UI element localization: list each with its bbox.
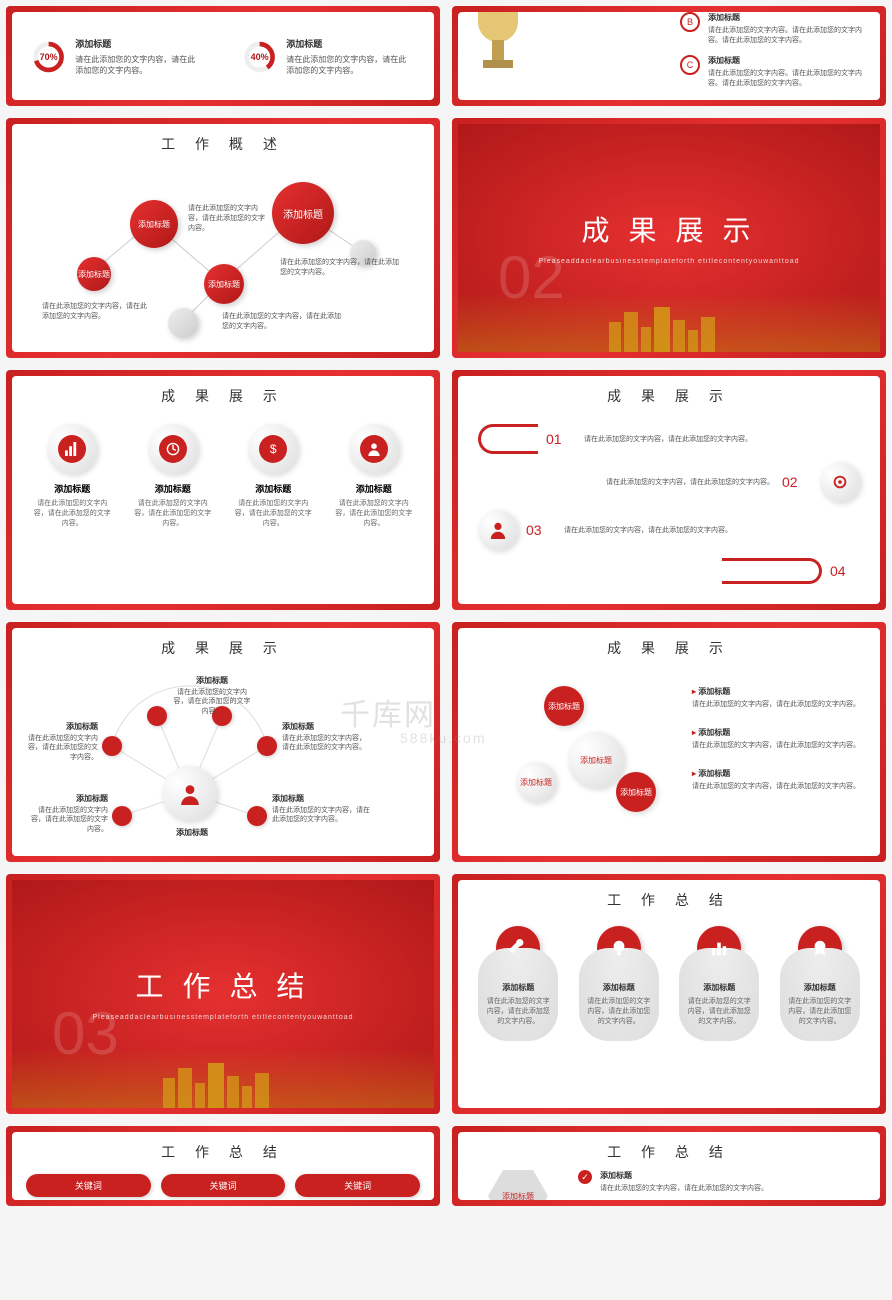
node-1 [102, 736, 122, 756]
bubble-3: 添加标题 [204, 264, 244, 304]
clock-icon [159, 435, 187, 463]
radial-center [162, 766, 217, 821]
cb-3: 添加标题 [616, 772, 656, 812]
donut-desc-1: 请在此添加您的文字内容，请在此添加您的文字内容。 [75, 54, 203, 76]
icon-col-1: 添加标题 请在此添加您的文字内容，请在此添加您的文字内容。 [32, 424, 112, 528]
slide-overview: 工 作 概 述 添加标题 添加标题 添加标题 添加标题 请在此添加您的文字内容，… [6, 118, 440, 358]
donut-title-2: 添加标题 [286, 38, 414, 51]
rlist-2: 添加标题请在此添加您的文字内容，请在此添加您的文字内容。 [692, 727, 860, 750]
section-sub-results: Pleaseaddaclearbusinesstemplateforth eti… [538, 257, 799, 267]
slide7-title: 成 果 展 示 [22, 638, 424, 658]
icon-col-4: 添加标题 请在此添加您的文字内容，请在此添加您的文字内容。 [334, 424, 414, 528]
slide-four-icons: 成 果 展 示 添加标题 请在此添加您的文字内容，请在此添加您的文字内容。 添加… [6, 370, 440, 610]
bubble-1: 添加标题 [77, 257, 111, 291]
donut-title-1: 添加标题 [75, 38, 203, 51]
rlist-3: 添加标题请在此添加您的文字内容，请在此添加您的文字内容。 [692, 768, 860, 791]
badge-c: C [680, 55, 700, 75]
badge-b: B [680, 12, 700, 32]
donut-desc-2: 请在此添加您的文字内容，请在此添加您的文字内容。 [286, 54, 414, 76]
slide12-title: 工 作 总 结 [468, 1142, 870, 1162]
dollar-icon: $ [259, 435, 287, 463]
chart-icon [58, 435, 86, 463]
icon-col-3: $ 添加标题 请在此添加您的文字内容，请在此添加您的文字内容。 [233, 424, 313, 528]
slide5-title: 成 果 展 示 [22, 386, 424, 406]
serp-01: 01 [546, 431, 576, 447]
bc-row-c: C 添加标题请在此添加您的文字内容。请在此添加您的文字内容。请在此添加您的文字内… [680, 55, 870, 88]
donut-pct-1: 70% [40, 52, 58, 62]
serp-04: 04 [830, 563, 860, 579]
section-title-results: 成 果 展 示 [581, 209, 756, 249]
city-icon-2 [153, 1058, 293, 1108]
slide11-title: 工 作 总 结 [22, 1142, 424, 1162]
node-6 [247, 806, 267, 826]
kw-3: 关键词 [295, 1174, 420, 1197]
kw-2: 关键词 [161, 1174, 286, 1197]
bc-row-b: B 添加标题请在此添加您的文字内容。请在此添加您的文字内容。请在此添加您的文字内… [680, 12, 870, 45]
slide-trophy: B 添加标题请在此添加您的文字内容。请在此添加您的文字内容。请在此添加您的文字内… [452, 6, 886, 106]
slide-keywords: 工 作 总 结 关键词 关键词 关键词 关键词 关键词 关键词 [6, 1126, 440, 1206]
kw-1: 关键词 [26, 1174, 151, 1197]
pill-2: 添加标题请在此添加您的文字内容，请在此添加您的文字内容。 [579, 926, 659, 1041]
cb-2: 添加标题 [516, 762, 556, 802]
donut-pct-2: 40% [251, 52, 269, 62]
btext-3: 请在此添加您的文字内容，请在此添加您的文字内容。 [42, 302, 152, 322]
hex-center: 添加标题 [488, 1170, 548, 1200]
section-title-summary: 工 作 总 结 [135, 965, 310, 1005]
section-num-02: 02 [498, 243, 565, 312]
slide-radial: 成 果 展 示 添加标题请在此添加您的文字内容，请在此 [6, 622, 440, 862]
section-sub-summary: Pleaseaddaclearbusinesstemplateforth eti… [92, 1013, 353, 1023]
serp-02: 02 [782, 474, 812, 490]
slide-section-summary: 03 工 作 总 结 Pleaseaddaclearbusinesstempla… [6, 874, 440, 1114]
bubble-2: 添加标题 [130, 200, 178, 248]
slide-hex: 工 作 总 结 添加标题 ✓ 添加标题请在此添加您的文字内容，请在此添加您的文字… [452, 1126, 886, 1206]
hex-item-1: ✓ 添加标题请在此添加您的文字内容，请在此添加您的文字内容。 [578, 1170, 768, 1193]
btext-1: 请在此添加您的文字内容，请在此添加您的文字内容。 [188, 204, 268, 233]
slide-section-results: 02 成 果 展 示 Pleaseaddaclearbusinesstempla… [452, 118, 886, 358]
rlist-1: 添加标题请在此添加您的文字内容，请在此添加您的文字内容。 [692, 686, 860, 709]
btext-2: 请在此添加您的文字内容，请在此添加您的文字内容。 [280, 258, 400, 278]
slide-cluster: 成 果 展 示 添加标题 添加标题 添加标题 添加标题 添加标题请在此添加您的文… [452, 622, 886, 862]
slide-serpentine: 成 果 展 示 01 请在此添加您的文字内容，请在此添加您的文字内容。 请在此添… [452, 370, 886, 610]
trophy-icon [458, 12, 558, 100]
user-icon [478, 510, 518, 550]
pill-4: 添加标题请在此添加您的文字内容，请在此添加您的文字内容。 [780, 926, 860, 1041]
pill-3: 添加标题请在此添加您的文字内容，请在此添加您的文字内容。 [679, 926, 759, 1041]
cb-center: 添加标题 [568, 732, 624, 788]
slide-donuts: 70% 添加标题 请在此添加您的文字内容，请在此添加您的文字内容。 40% [6, 6, 440, 106]
slide-pills: 工 作 总 结 添加标题请在此添加您的文字内容，请在此添加您的文字内容。 添加标… [452, 874, 886, 1114]
node-2 [147, 706, 167, 726]
bubble-4: 添加标题 [272, 182, 334, 244]
btext-4: 请在此添加您的文字内容，请在此添加您的文字内容。 [222, 312, 342, 332]
slide3-title: 工 作 概 述 [22, 134, 424, 154]
node-5 [112, 806, 132, 826]
slide10-title: 工 作 总 结 [468, 890, 870, 910]
section-num-03: 03 [52, 999, 119, 1068]
serp-03: 03 [526, 522, 556, 538]
icon-col-2: 添加标题 请在此添加您的文字内容，请在此添加您的文字内容。 [133, 424, 213, 528]
bubble-grey-2 [168, 308, 198, 338]
pill-1: 添加标题请在此添加您的文字内容，请在此添加您的文字内容。 [478, 926, 558, 1041]
city-icon [599, 302, 739, 352]
slide8-title: 成 果 展 示 [468, 638, 870, 658]
donut-70: 70% 添加标题 请在此添加您的文字内容，请在此添加您的文字内容。 [32, 32, 203, 82]
cb-1: 添加标题 [544, 686, 584, 726]
slide6-title: 成 果 展 示 [468, 386, 870, 406]
person-icon [360, 435, 388, 463]
node-4 [257, 736, 277, 756]
check-icon: ✓ [578, 1170, 592, 1184]
gear-icon [820, 462, 860, 502]
donut-40: 40% 添加标题 请在此添加您的文字内容，请在此添加您的文字内容。 [243, 32, 414, 82]
